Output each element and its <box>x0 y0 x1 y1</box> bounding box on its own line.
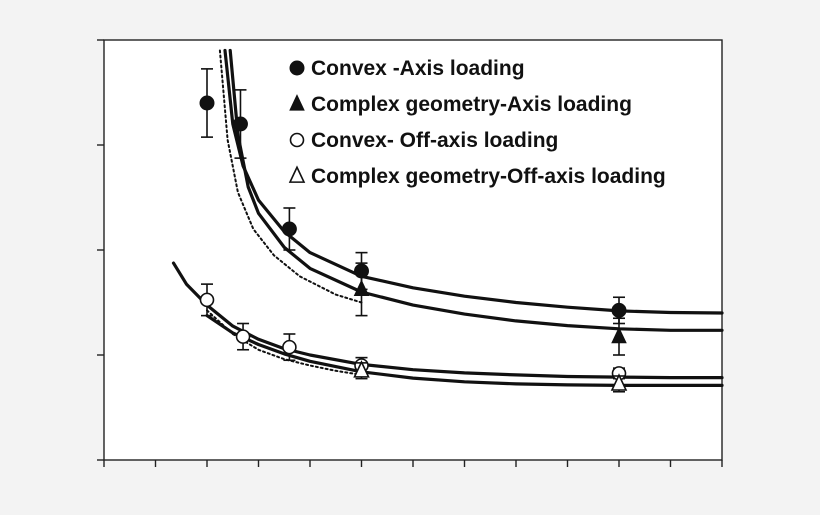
legend-label-0: Convex -Axis loading <box>311 57 525 80</box>
data-point-0-0 <box>199 95 215 111</box>
legend-label-2: Convex- Off-axis loading <box>311 129 558 152</box>
legend-label-3: Complex geometry-Off-axis loading <box>311 165 666 188</box>
curves-layer <box>171 48 724 387</box>
legend-marker-1 <box>289 94 305 111</box>
data-point-3-0 <box>353 360 370 378</box>
data-point-1-1 <box>611 326 627 344</box>
data-point-2-2 <box>282 339 297 355</box>
dotted-fit-curve-5 <box>206 309 363 376</box>
legend: Convex -Axis loading Complex geometry-Axi… <box>288 57 666 188</box>
legend-marker-0 <box>289 60 305 76</box>
dotted-fit-curve-4 <box>218 49 363 304</box>
data-point-0-4 <box>611 302 627 318</box>
data-point-0-1 <box>232 116 248 132</box>
data-point-1-0 <box>353 279 370 296</box>
legend-marker-2 <box>289 132 305 148</box>
data-point-0-2 <box>281 221 297 237</box>
data-point-2-0 <box>199 292 215 308</box>
legend-marker-3 <box>288 165 306 183</box>
data-point-2-1 <box>235 329 251 344</box>
axes-layer <box>97 39 723 467</box>
fit-curve-1 <box>228 48 724 332</box>
points-layer <box>199 68 628 393</box>
legend-label-1: Complex geometry-Axis loading <box>311 93 632 116</box>
data-point-3-1 <box>610 373 628 391</box>
